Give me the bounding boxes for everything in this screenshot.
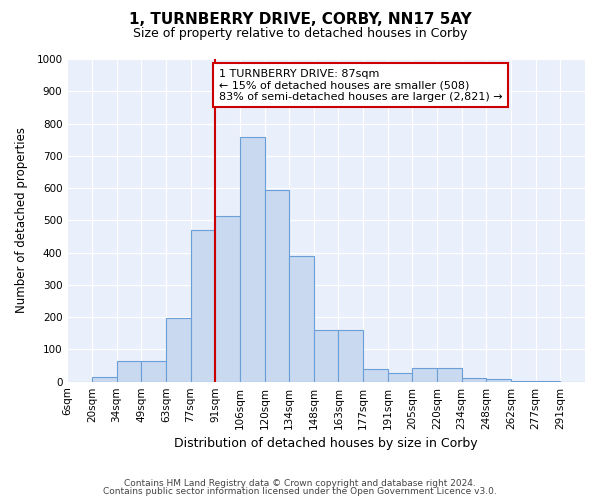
Bar xyxy=(191,230,215,382)
Bar xyxy=(487,380,511,382)
Bar xyxy=(511,380,536,382)
Bar xyxy=(462,378,487,382)
Text: 1 TURNBERRY DRIVE: 87sqm
← 15% of detached houses are smaller (508)
83% of semi-: 1 TURNBERRY DRIVE: 87sqm ← 15% of detach… xyxy=(219,68,503,102)
X-axis label: Distribution of detached houses by size in Corby: Distribution of detached houses by size … xyxy=(175,437,478,450)
Bar xyxy=(314,330,338,382)
Bar xyxy=(92,378,116,382)
Bar xyxy=(166,318,191,382)
Bar xyxy=(265,190,289,382)
Bar xyxy=(412,368,437,382)
Bar xyxy=(536,380,560,382)
Bar xyxy=(116,360,141,382)
Text: Contains HM Land Registry data © Crown copyright and database right 2024.: Contains HM Land Registry data © Crown c… xyxy=(124,478,476,488)
Bar xyxy=(240,137,265,382)
Bar xyxy=(338,330,363,382)
Bar xyxy=(215,216,240,382)
Text: Contains public sector information licensed under the Open Government Licence v3: Contains public sector information licen… xyxy=(103,487,497,496)
Bar xyxy=(363,369,388,382)
Text: 1, TURNBERRY DRIVE, CORBY, NN17 5AY: 1, TURNBERRY DRIVE, CORBY, NN17 5AY xyxy=(128,12,472,28)
Bar xyxy=(141,360,166,382)
Bar xyxy=(437,368,462,382)
Text: Size of property relative to detached houses in Corby: Size of property relative to detached ho… xyxy=(133,28,467,40)
Bar xyxy=(388,373,412,382)
Bar xyxy=(289,256,314,382)
Y-axis label: Number of detached properties: Number of detached properties xyxy=(15,128,28,314)
